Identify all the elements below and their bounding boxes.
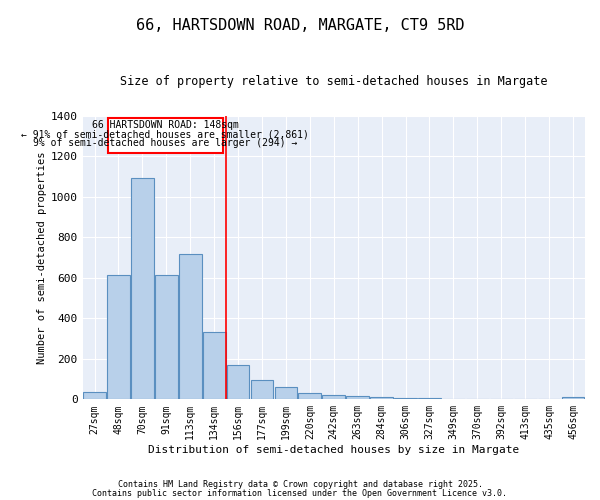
Bar	[203, 332, 226, 400]
Bar	[370, 398, 393, 400]
Text: 9% of semi-detached houses are larger (294) →: 9% of semi-detached houses are larger (2…	[33, 138, 297, 148]
Text: 66 HARTSDOWN ROAD: 148sqm: 66 HARTSDOWN ROAD: 148sqm	[92, 120, 239, 130]
FancyBboxPatch shape	[107, 118, 223, 153]
Text: Contains HM Land Registry data © Crown copyright and database right 2025.: Contains HM Land Registry data © Crown c…	[118, 480, 482, 489]
Bar	[418, 398, 441, 400]
Bar	[107, 274, 130, 400]
Bar	[131, 178, 154, 400]
Bar	[562, 397, 584, 400]
Bar	[442, 398, 465, 400]
Bar	[394, 398, 417, 400]
Text: 66, HARTSDOWN ROAD, MARGATE, CT9 5RD: 66, HARTSDOWN ROAD, MARGATE, CT9 5RD	[136, 18, 464, 32]
Bar	[466, 398, 488, 400]
Bar	[322, 396, 345, 400]
Title: Size of property relative to semi-detached houses in Margate: Size of property relative to semi-detach…	[120, 75, 548, 88]
Bar	[298, 394, 321, 400]
Bar	[155, 274, 178, 400]
Text: ← 91% of semi-detached houses are smaller (2,861): ← 91% of semi-detached houses are smalle…	[21, 130, 309, 140]
Bar	[251, 380, 274, 400]
Bar	[227, 365, 250, 400]
Bar	[83, 392, 106, 400]
Bar	[179, 254, 202, 400]
Text: Contains public sector information licensed under the Open Government Licence v3: Contains public sector information licen…	[92, 488, 508, 498]
Y-axis label: Number of semi-detached properties: Number of semi-detached properties	[37, 151, 47, 364]
X-axis label: Distribution of semi-detached houses by size in Margate: Distribution of semi-detached houses by …	[148, 445, 520, 455]
Bar	[275, 387, 297, 400]
Bar	[346, 396, 369, 400]
